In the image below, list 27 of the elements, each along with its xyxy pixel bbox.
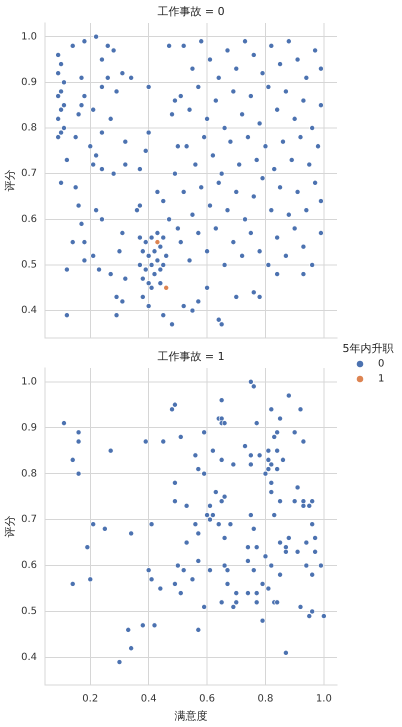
x-axis-title: 满意度 [174, 709, 208, 722]
chart-title: 工作事故 = 0 [157, 4, 225, 18]
y-tick-label: 1.0 [21, 31, 37, 42]
legend-label: 0 [378, 358, 384, 370]
y-tick-label: 0.5 [21, 260, 37, 271]
x-tick-label: 0.2 [82, 694, 98, 705]
y-tick-label: 0.5 [21, 606, 37, 618]
y-tick-label: 0.6 [21, 560, 37, 572]
x-tick-label: 0.4 [140, 694, 157, 705]
x-tick-label: 0.8 [258, 694, 274, 705]
chart-title: 工作事故 = 1 [157, 350, 225, 363]
x-tick-label: 0.6 [199, 694, 216, 705]
y-tick-label: 1.0 [21, 376, 37, 388]
y-axis-title: 评分 [3, 170, 16, 192]
legend-label: 1 [378, 374, 384, 385]
y-tick-label: 0.8 [21, 122, 37, 134]
y-tick-label: 0.4 [21, 305, 37, 316]
x-tick-label: 1.0 [316, 694, 332, 705]
y-tick-label: 0.9 [21, 422, 37, 434]
legend-title: 5年内升职 [342, 342, 394, 355]
y-tick-label: 0.7 [21, 168, 37, 180]
y-tick-label: 0.9 [21, 76, 37, 88]
y-axis-title: 评分 [3, 516, 16, 538]
y-tick-label: 0.8 [21, 468, 37, 480]
y-tick-label: 0.7 [21, 514, 37, 526]
y-tick-label: 0.4 [21, 652, 37, 664]
y-tick-label: 0.6 [21, 214, 37, 225]
